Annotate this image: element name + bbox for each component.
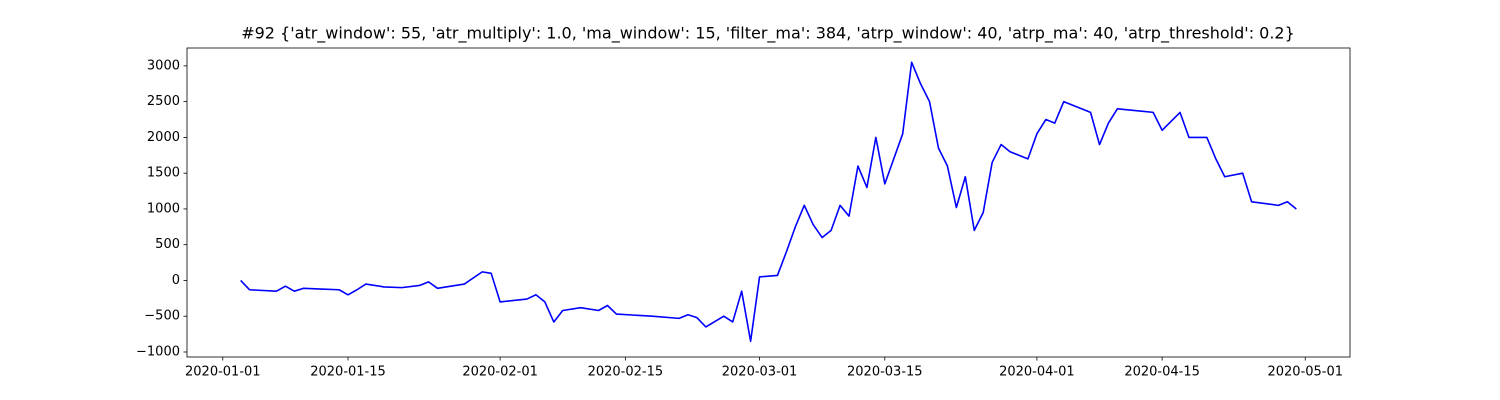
y-tick-label: 1000 [147,201,180,216]
x-tick-label: 2020-01-01 [185,365,261,380]
x-tick-label: 2020-03-01 [722,365,798,380]
axes-frame [186,47,1351,358]
y-tick-label: 3000 [147,58,180,73]
x-tick-label: 2020-03-15 [847,365,923,380]
y-tick-label: −1000 [136,344,180,359]
y-tick-label: 0 [172,273,180,288]
data-line [240,61,1297,343]
y-tick-label: 2000 [147,130,180,145]
y-tick-label: −500 [144,309,180,324]
y-tick-label: 2500 [147,94,180,109]
x-tick-label: 2020-04-01 [999,365,1075,380]
chart-title: #92 {'atr_window': 55, 'atr_multiply': 1… [241,24,1295,44]
x-tick-label: 2020-01-15 [310,365,386,380]
y-tick-label: 500 [155,237,180,252]
x-tick-label: 2020-02-01 [462,365,538,380]
y-tick-label: 1500 [147,166,180,181]
x-tick-label: 2020-05-01 [1267,365,1343,380]
x-tick-label: 2020-04-15 [1124,365,1200,380]
x-tick-label: 2020-02-15 [588,365,664,380]
